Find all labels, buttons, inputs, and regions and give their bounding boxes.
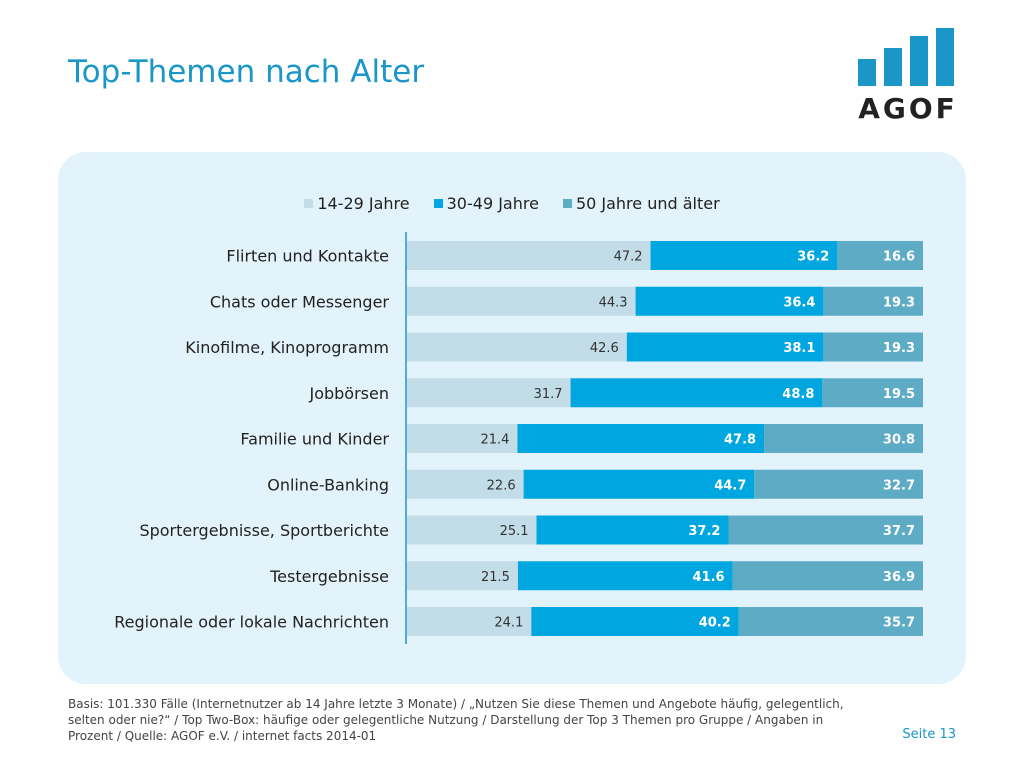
- legend-swatch: [304, 199, 314, 208]
- data-label: 19.3: [883, 341, 915, 356]
- bar-segment: [738, 607, 923, 636]
- data-label: 37.7: [883, 524, 915, 539]
- bar-segment: [407, 469, 524, 499]
- data-label: 22.6: [487, 478, 516, 493]
- category-label: Testergebnisse: [269, 567, 389, 586]
- bar-segment: [570, 378, 823, 408]
- data-label: 21.4: [480, 433, 509, 448]
- bar-segment: [407, 515, 537, 545]
- data-label: 21.5: [481, 570, 510, 585]
- data-label: 19.5: [883, 387, 915, 402]
- data-label: 16.6: [883, 250, 915, 265]
- bar-segment: [732, 561, 923, 591]
- legend-swatch: [562, 199, 572, 208]
- chart-panel: [58, 152, 966, 684]
- data-label: 42.6: [590, 341, 619, 356]
- bar-segment: [517, 561, 733, 591]
- category-label: Kinofilme, Kinoprogramm: [185, 338, 389, 357]
- legend-item: 14-29 Jahre: [304, 194, 410, 213]
- data-label: 40.2: [699, 616, 731, 631]
- bar-segment: [823, 286, 923, 316]
- data-label: 38.1: [783, 341, 815, 356]
- bar-segment: [531, 607, 739, 636]
- category-label: Online-Banking: [267, 475, 389, 494]
- category-label: Sportergebnisse, Sportberichte: [139, 521, 389, 540]
- logo-text: AGOF: [858, 92, 958, 125]
- legend-item: 50 Jahre und älter: [562, 194, 720, 213]
- data-label: 36.4: [783, 295, 815, 310]
- bar-segment: [536, 515, 729, 545]
- bar-segment: [728, 515, 923, 545]
- category-label: Familie und Kinder: [240, 430, 389, 449]
- data-label: 37.2: [688, 524, 720, 539]
- logo-bar-icon: [936, 28, 954, 86]
- category-label: Jobbörsen: [308, 384, 389, 403]
- category-label: Chats oder Messenger: [210, 292, 390, 311]
- bar-segment: [407, 241, 651, 270]
- legend-label: 50 Jahre und älter: [575, 194, 720, 213]
- legend-swatch: [433, 199, 443, 208]
- data-label: 32.7: [883, 478, 915, 493]
- data-label: 44.7: [714, 478, 746, 493]
- category-label: Flirten und Kontakte: [226, 247, 389, 266]
- data-label: 41.6: [693, 570, 725, 585]
- bar-segment: [650, 241, 838, 270]
- bar-segment: [523, 469, 755, 499]
- data-label: 48.8: [782, 387, 814, 402]
- data-label: 36.2: [797, 250, 829, 265]
- legend-label: 30-49 Jahre: [446, 194, 539, 213]
- bar-segment: [407, 332, 627, 362]
- data-label: 47.8: [724, 433, 756, 448]
- bar-segment: [407, 424, 518, 453]
- bar-segment: [407, 607, 532, 636]
- bar-segment: [837, 241, 923, 270]
- bar-segment: [823, 332, 923, 362]
- footnote: Basis: 101.330 Fälle (Internetnutzer ab …: [68, 697, 844, 743]
- bar-segment: [407, 561, 518, 591]
- bar-segment: [754, 469, 923, 499]
- data-label: 19.3: [883, 295, 915, 310]
- legend-label: 14-29 Jahre: [317, 194, 410, 213]
- logo-bar-icon: [884, 48, 902, 86]
- chart-legend: 14-29 Jahre 30-49 Jahre 50 Jahre und ält…: [0, 194, 1024, 213]
- bar-segment: [407, 286, 636, 316]
- data-label: 30.8: [883, 433, 915, 448]
- bar-segment: [635, 286, 824, 316]
- logo-bar-icon: [910, 36, 928, 86]
- data-label: 24.1: [494, 616, 523, 631]
- page-number: Seite 13: [902, 727, 956, 742]
- agof-logo: AGOF: [852, 24, 962, 125]
- bar-segment: [407, 378, 571, 408]
- bar-segment: [626, 332, 824, 362]
- data-label: 25.1: [500, 524, 529, 539]
- data-label: 47.2: [614, 250, 643, 265]
- category-label: Regionale oder lokale Nachrichten: [114, 613, 389, 632]
- bar-segment: [764, 424, 923, 453]
- data-label: 44.3: [599, 295, 628, 310]
- bar-segment: [517, 424, 765, 453]
- page-title: Top-Themen nach Alter: [68, 54, 425, 90]
- data-label: 31.7: [534, 387, 563, 402]
- legend-item: 30-49 Jahre: [433, 194, 539, 213]
- bar-segment: [822, 378, 923, 408]
- data-label: 35.7: [883, 616, 915, 631]
- data-label: 36.9: [883, 570, 915, 585]
- logo-bar-icon: [858, 59, 876, 86]
